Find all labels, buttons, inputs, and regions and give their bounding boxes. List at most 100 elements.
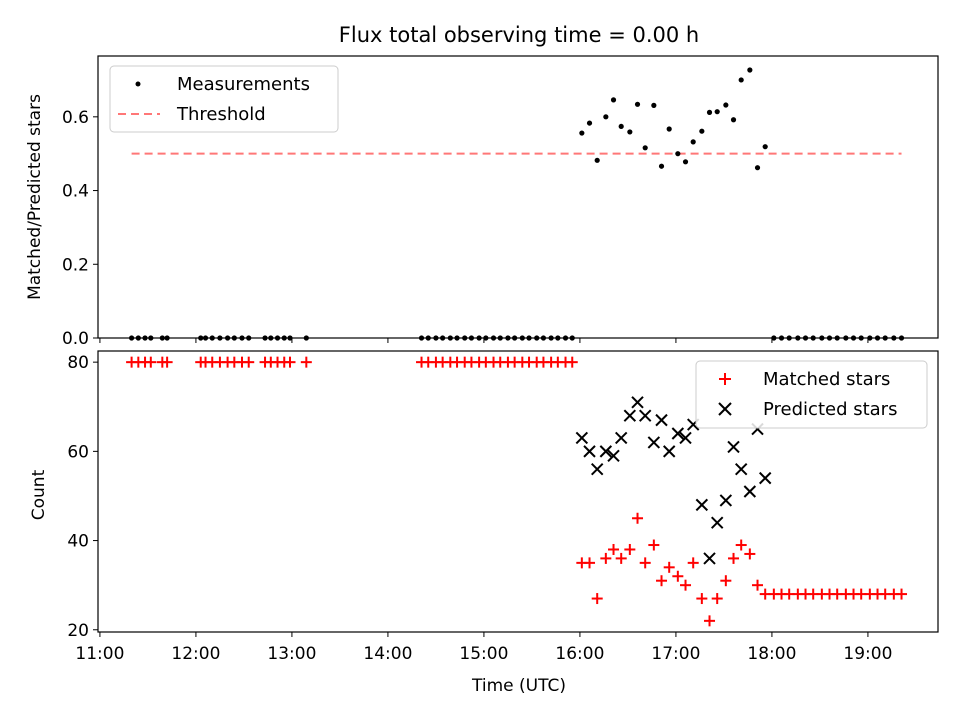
measurement-point [642, 145, 648, 151]
matched-star-point [696, 593, 708, 605]
x-tick-label: 11:00 [75, 644, 124, 664]
top-plot-area [129, 67, 905, 341]
matched-star-point [608, 543, 620, 555]
matched-star-point [687, 557, 699, 569]
bottom-plot-area [126, 356, 908, 627]
matched-star-point [145, 356, 157, 368]
measurement-point [762, 144, 768, 150]
bottom-axes-frame [97, 350, 939, 633]
predicted-star-point [710, 516, 724, 529]
legend-predicted-marker [718, 402, 732, 416]
x-tick-label: 17:00 [651, 644, 700, 664]
predicted-star-point [662, 445, 676, 458]
predicted-star-point [703, 552, 716, 565]
legend-measurements-marker [135, 81, 141, 87]
x-tick-label: 18:00 [747, 644, 796, 664]
top-legend: Measurements Threshold [109, 65, 339, 133]
x-tick-label: 13:00 [267, 644, 316, 664]
matched-star-point [744, 548, 756, 560]
measurement-point [690, 139, 696, 145]
measurement-point [594, 157, 600, 163]
matched-star-point [728, 552, 740, 564]
measurement-point [730, 117, 737, 123]
matched-star-point [663, 561, 675, 573]
measurement-point [603, 114, 609, 120]
measurement-point [658, 163, 665, 169]
predicted-star-point [575, 431, 589, 445]
predicted-star-point [719, 494, 733, 507]
matched-star-point [615, 552, 627, 564]
measurement-point [610, 97, 617, 103]
measurement-point [651, 102, 657, 108]
y-tick-label: 20 [67, 621, 89, 641]
y-tick-label: 0.4 [62, 182, 89, 202]
legend-threshold-label: Threshold [176, 104, 266, 125]
predicted-star-point [695, 498, 709, 512]
legend-measurements-label: Measurements [177, 74, 310, 95]
y-tick-label: 40 [67, 532, 89, 552]
measurement-point [714, 109, 720, 115]
matched-star-point [600, 552, 612, 564]
bottom-y-ticks: 20 40 60 80 [67, 353, 98, 641]
matched-star-point [735, 539, 747, 551]
predicted-star-point [734, 462, 748, 476]
y-tick-label: 0.6 [62, 108, 89, 128]
predicted-star-point [583, 445, 596, 458]
bottom-legend: Matched stars Predicted stars [695, 360, 928, 429]
bottom-x-ticks: 11:00 12:00 13:00 14:00 15:00 16:00 17:00 18:00… [75, 632, 892, 664]
y-tick-label: 0.0 [62, 329, 89, 349]
matched-star-point [656, 575, 668, 587]
measurement-point [706, 109, 713, 115]
measurement-point [666, 126, 672, 132]
predicted-star-point [631, 396, 644, 409]
matched-star-point [680, 579, 692, 591]
predicted-star-point [647, 436, 661, 449]
matched-star-point [704, 615, 716, 627]
bottom-ylabel: Count [29, 469, 49, 520]
measurement-point [627, 129, 633, 135]
predicted-star-point [727, 440, 740, 454]
measurement-point [754, 165, 761, 171]
matched-star-point [720, 575, 732, 587]
predicted-star-point [614, 431, 628, 445]
predicted-star-point [599, 445, 613, 458]
legend-matched-label: Matched stars [763, 369, 890, 390]
matched-star-point [672, 570, 684, 582]
predicted-star-point [590, 462, 604, 476]
x-tick-label: 14:00 [363, 644, 412, 664]
measurement-point [738, 77, 744, 83]
predicted-star-point [743, 485, 757, 498]
matched-star-point [566, 356, 578, 368]
matched-star-point [624, 543, 636, 555]
measurement-point [682, 159, 689, 165]
matched-star-point [896, 588, 908, 600]
top-axes-frame [97, 55, 939, 339]
matched-star-point [284, 356, 296, 368]
y-tick-label: 0.2 [62, 255, 89, 275]
x-tick-label: 15:00 [459, 644, 508, 664]
predicted-star-point [623, 409, 637, 422]
bottom-panel: Count Time (UTC) 20 40 60 80 11:00 12:00 13:0… [29, 350, 939, 696]
measurement-point [586, 120, 593, 126]
top-y-ticks: 0.0 0.2 0.4 0.6 [62, 108, 98, 349]
x-tick-label: 16:00 [555, 644, 604, 664]
matched-star-point [300, 356, 312, 368]
predicted-star-point [607, 449, 620, 463]
predicted-star-point [679, 431, 692, 445]
top-title: Flux total observing time = 0.00 h [339, 23, 699, 47]
bottom-xlabel: Time (UTC) [471, 676, 566, 696]
measurement-point [747, 67, 753, 73]
predicted-star-point [638, 409, 652, 422]
measurement-point [723, 102, 729, 108]
matched-star-point [632, 512, 644, 524]
y-tick-label: 80 [67, 353, 89, 373]
measurement-point [699, 128, 705, 134]
matched-star-point [752, 579, 764, 591]
matched-star-point [584, 557, 596, 569]
measurement-point [634, 101, 641, 107]
legend-predicted-label: Predicted stars [763, 399, 897, 420]
matched-star-point [711, 593, 723, 605]
matched-star-point [639, 557, 651, 569]
legend-matched-marker [719, 373, 731, 385]
